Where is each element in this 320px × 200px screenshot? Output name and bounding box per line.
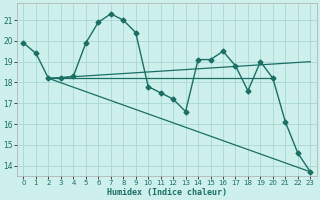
X-axis label: Humidex (Indice chaleur): Humidex (Indice chaleur)	[107, 188, 227, 197]
